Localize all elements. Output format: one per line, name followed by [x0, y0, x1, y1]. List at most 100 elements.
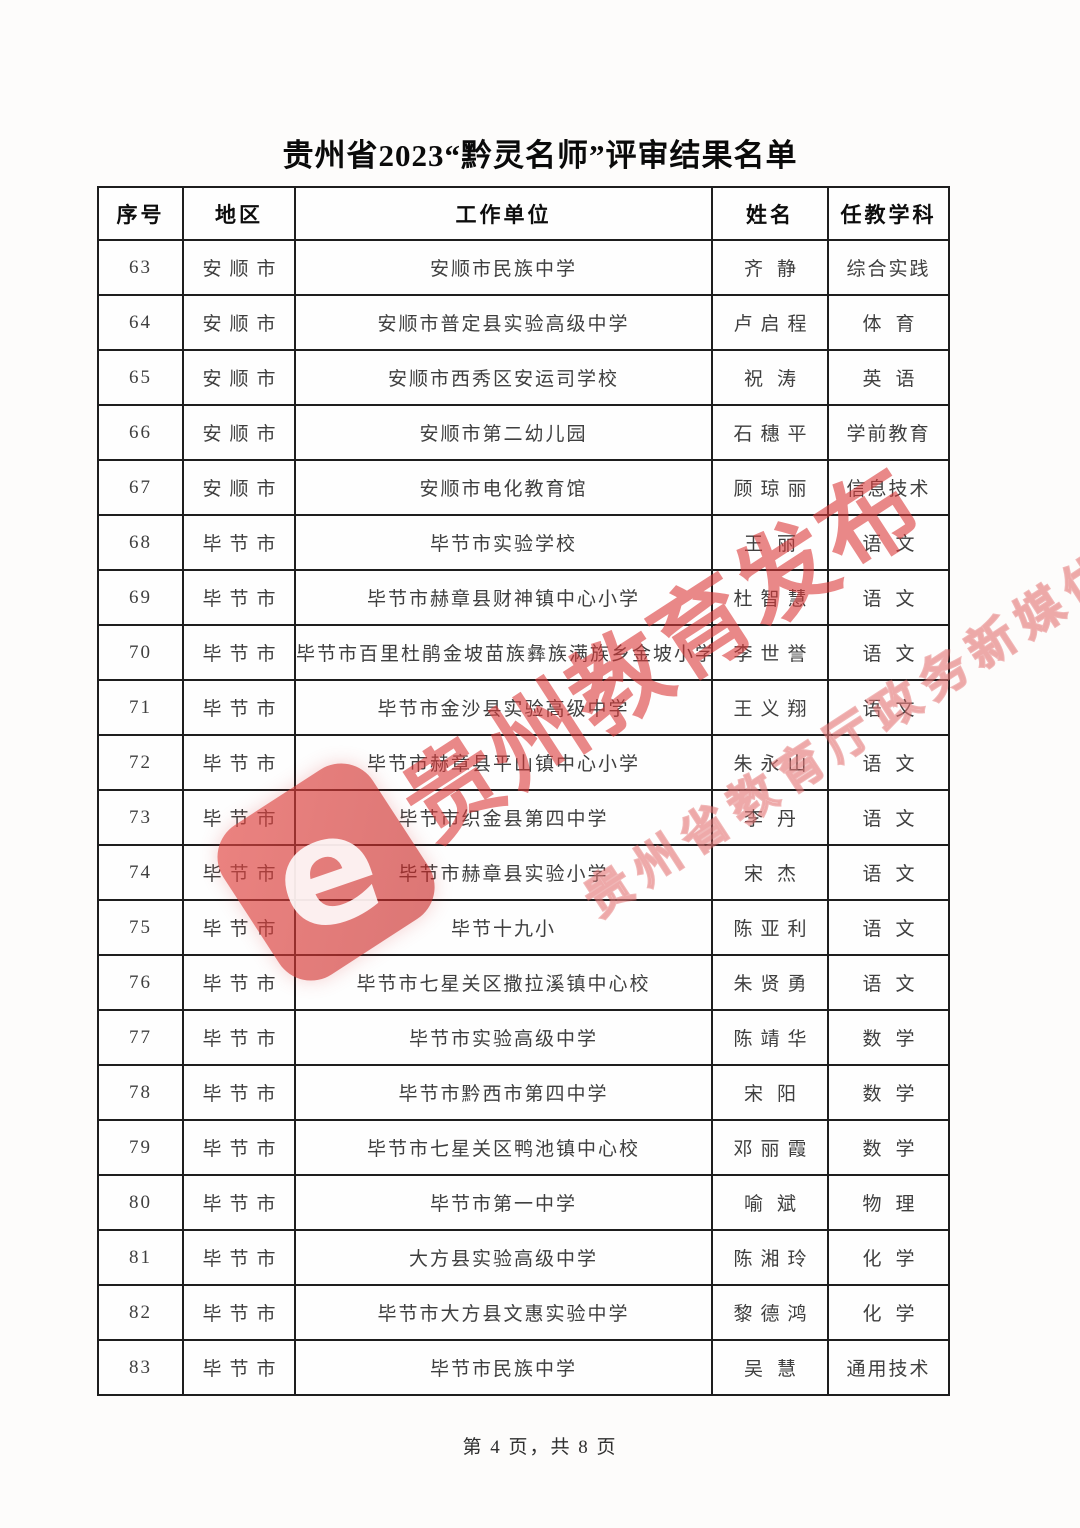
cell-workunit: 毕节市赫章县实验小学 — [294, 844, 713, 901]
cell-workunit: 毕节市七星关区撒拉溪镇中心校 — [294, 954, 713, 1011]
cell-index: 81 — [97, 1229, 184, 1286]
table-row: 75 毕节市 毕节十九小 陈亚利 语文 — [97, 899, 950, 956]
cell-name: 朱贤勇 — [711, 954, 829, 1011]
cell-workunit: 毕节市织金县第四中学 — [294, 789, 713, 846]
cell-subject: 语文 — [827, 569, 950, 626]
cell-workunit: 毕节市赫章县财神镇中心小学 — [294, 569, 713, 626]
cell-name: 宋杰 — [711, 844, 829, 901]
cell-workunit: 毕节市实验高级中学 — [294, 1009, 713, 1066]
cell-region: 毕节市 — [182, 1229, 296, 1286]
cell-workunit: 安顺市电化教育馆 — [294, 459, 713, 516]
cell-name: 陈湘玲 — [711, 1229, 829, 1286]
cell-index: 79 — [97, 1119, 184, 1176]
table-row: 81 毕节市 大方县实验高级中学 陈湘玲 化学 — [97, 1229, 950, 1286]
cell-name: 石穗平 — [711, 404, 829, 461]
cell-region: 毕节市 — [182, 1284, 296, 1341]
cell-name: 齐静 — [711, 239, 829, 296]
table-row: 76 毕节市 毕节市七星关区撒拉溪镇中心校 朱贤勇 语文 — [97, 954, 950, 1011]
cell-workunit: 毕节市金沙县实验高级中学 — [294, 679, 713, 736]
cell-index: 77 — [97, 1009, 184, 1066]
cell-region: 安顺市 — [182, 239, 296, 296]
table-body: 63 安顺市 安顺市民族中学 齐静 综合实践 64 安顺市 安顺市普定县实验高级中学 卢启程 体育… — [97, 239, 950, 1396]
table-row: 74 毕节市 毕节市赫章县实验小学 宋杰 语文 — [97, 844, 950, 901]
cell-subject: 化学 — [827, 1284, 950, 1341]
cell-region: 毕节市 — [182, 1064, 296, 1121]
cell-index: 63 — [97, 239, 184, 296]
table-row: 73 毕节市 毕节市织金县第四中学 李丹 语文 — [97, 789, 950, 846]
cell-subject: 语文 — [827, 514, 950, 571]
cell-subject: 语文 — [827, 734, 950, 791]
cell-index: 71 — [97, 679, 184, 736]
table-row: 72 毕节市 毕节市赫章县平山镇中心小学 朱永山 语文 — [97, 734, 950, 791]
cell-name: 宋阳 — [711, 1064, 829, 1121]
table-header-row: 序号 地区 工作单位 姓名 任教学科 — [97, 186, 950, 241]
cell-region: 安顺市 — [182, 459, 296, 516]
table-row: 77 毕节市 毕节市实验高级中学 陈靖华 数学 — [97, 1009, 950, 1066]
cell-index: 68 — [97, 514, 184, 571]
cell-name: 陈亚利 — [711, 899, 829, 956]
cell-name: 王丽 — [711, 514, 829, 571]
cell-workunit: 安顺市西秀区安运司学校 — [294, 349, 713, 406]
cell-index: 83 — [97, 1339, 184, 1396]
page-footer: 第 4 页，共 8 页 — [462, 1437, 618, 1458]
cell-workunit: 毕节市赫章县平山镇中心小学 — [294, 734, 713, 791]
cell-region: 安顺市 — [182, 404, 296, 461]
cell-workunit: 安顺市普定县实验高级中学 — [294, 294, 713, 351]
cell-subject: 语文 — [827, 679, 950, 736]
cell-workunit: 安顺市第二幼儿园 — [294, 404, 713, 461]
cell-subject: 语文 — [827, 899, 950, 956]
cell-subject: 数学 — [827, 1119, 950, 1176]
cell-index: 66 — [97, 404, 184, 461]
table-row: 82 毕节市 毕节市大方县文惠实验中学 黎德鸿 化学 — [97, 1284, 950, 1341]
column-header: 工作单位 — [294, 186, 713, 241]
cell-region: 毕节市 — [182, 1339, 296, 1396]
column-header: 地区 — [182, 186, 296, 241]
table-row: 78 毕节市 毕节市黔西市第四中学 宋阳 数学 — [97, 1064, 950, 1121]
cell-subject: 信息技术 — [827, 459, 950, 516]
cell-subject: 语文 — [827, 789, 950, 846]
cell-region: 毕节市 — [182, 899, 296, 956]
cell-index: 64 — [97, 294, 184, 351]
cell-region: 毕节市 — [182, 734, 296, 791]
table-row: 64 安顺市 安顺市普定县实验高级中学 卢启程 体育 — [97, 294, 950, 351]
cell-subject: 语文 — [827, 844, 950, 901]
cell-index: 75 — [97, 899, 184, 956]
cell-workunit: 毕节市大方县文惠实验中学 — [294, 1284, 713, 1341]
cell-subject: 语文 — [827, 954, 950, 1011]
table-row: 83 毕节市 毕节市民族中学 吴慧 通用技术 — [97, 1339, 950, 1396]
cell-workunit: 毕节十九小 — [294, 899, 713, 956]
cell-region: 毕节市 — [182, 844, 296, 901]
cell-workunit: 毕节市黔西市第四中学 — [294, 1064, 713, 1121]
cell-workunit: 毕节市百里杜鹃金坡苗族彝族满族乡金坡小学 — [294, 624, 713, 681]
table-row: 63 安顺市 安顺市民族中学 齐静 综合实践 — [97, 239, 950, 296]
cell-index: 65 — [97, 349, 184, 406]
cell-subject: 数学 — [827, 1064, 950, 1121]
table-row: 80 毕节市 毕节市第一中学 喻斌 物理 — [97, 1174, 950, 1231]
cell-region: 毕节市 — [182, 624, 296, 681]
cell-name: 祝涛 — [711, 349, 829, 406]
cell-region: 毕节市 — [182, 1174, 296, 1231]
cell-subject: 英语 — [827, 349, 950, 406]
cell-index: 76 — [97, 954, 184, 1011]
cell-index: 82 — [97, 1284, 184, 1341]
column-header: 姓名 — [711, 186, 829, 241]
page-title: 贵州省2023“黔灵名师”评审结果名单 — [282, 138, 798, 173]
cell-region: 毕节市 — [182, 1119, 296, 1176]
cell-subject: 物理 — [827, 1174, 950, 1231]
cell-name: 邓丽霞 — [711, 1119, 829, 1176]
table-row: 70 毕节市 毕节市百里杜鹃金坡苗族彝族满族乡金坡小学 李世誉 语文 — [97, 624, 950, 681]
cell-region: 毕节市 — [182, 789, 296, 846]
cell-index: 78 — [97, 1064, 184, 1121]
cell-workunit: 大方县实验高级中学 — [294, 1229, 713, 1286]
cell-index: 73 — [97, 789, 184, 846]
cell-name: 卢启程 — [711, 294, 829, 351]
column-header: 序号 — [97, 186, 184, 241]
table-row: 71 毕节市 毕节市金沙县实验高级中学 王义翔 语文 — [97, 679, 950, 736]
cell-name: 喻斌 — [711, 1174, 829, 1231]
column-header: 任教学科 — [827, 186, 950, 241]
cell-name: 黎德鸿 — [711, 1284, 829, 1341]
cell-subject: 语文 — [827, 624, 950, 681]
cell-name: 李世誉 — [711, 624, 829, 681]
cell-workunit: 毕节市第一中学 — [294, 1174, 713, 1231]
